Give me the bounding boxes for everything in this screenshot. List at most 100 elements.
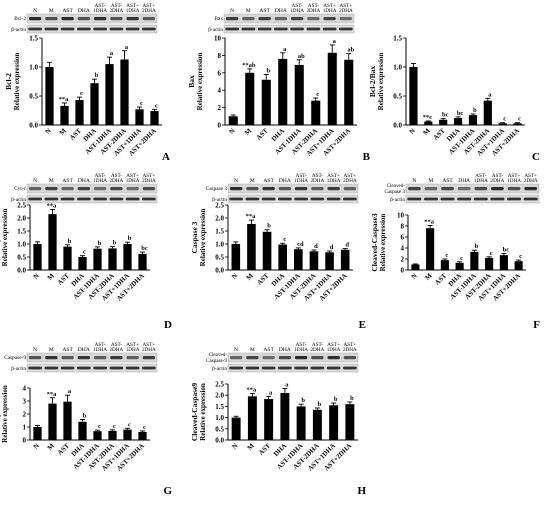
bar (325, 252, 334, 270)
bar (468, 115, 478, 125)
bar (45, 67, 54, 125)
blot-actin-band (257, 27, 272, 31)
bar (261, 79, 271, 125)
blot-strip: N M AST DHAAST-1DHAAST-2DHAAST+1DHAAST+2DHA… (384, 173, 540, 204)
x-tick-label: AST (255, 127, 270, 142)
blot-header-label: 2DHA (343, 178, 357, 184)
blot-band-box (26, 352, 158, 363)
blot-band (28, 356, 42, 360)
blot-actin-band (142, 197, 156, 201)
bar (344, 59, 354, 125)
bar (280, 392, 290, 440)
blot-actin-label: β-actin (11, 27, 26, 33)
blot-actin-band (490, 197, 505, 201)
blot-header-label: 1DHA (323, 8, 337, 14)
panel-letter: A (162, 151, 170, 163)
significance-label: a (488, 91, 492, 98)
y-tick-label: 4 (401, 245, 405, 253)
blot-actin-band (77, 197, 91, 201)
blot-band (45, 356, 58, 360)
significance-label: a (125, 44, 129, 51)
blot-band (229, 356, 243, 360)
blot-actin-band (109, 366, 124, 370)
blot-actin-band (44, 366, 59, 370)
blot-header-label: AST- (111, 173, 122, 179)
bar (262, 231, 272, 270)
blot-actin-box (26, 24, 158, 34)
significance-label: b (475, 243, 479, 250)
blot-header-label: 1DHA (327, 347, 341, 353)
bar (439, 119, 448, 125)
significance-label: ab (347, 47, 354, 54)
blot-band-box (223, 13, 355, 24)
blot-actin-box (223, 24, 355, 34)
bar (138, 431, 147, 440)
bar (247, 396, 257, 440)
blot-actin-band (274, 27, 288, 31)
x-tick-label: AST (256, 272, 271, 287)
bar (48, 214, 57, 270)
bar (513, 123, 522, 125)
bar (93, 248, 102, 270)
blot-actin-band (423, 197, 438, 201)
y-tick-label: 1.5 (215, 228, 224, 236)
blot-actin-label: β-actin (208, 27, 223, 33)
blot-actin-band (109, 27, 124, 31)
x-tick-label: AST (434, 272, 449, 287)
significance-label: a (333, 38, 337, 45)
blot-header-label: 2DHA (343, 347, 357, 353)
blot-header-label: N (33, 178, 37, 184)
blot-actin-band (77, 27, 91, 31)
bar-chart: 0 2 4 6 8 10 Relative expressionCleaved-Caspas… (370, 212, 526, 303)
significance-label: c (519, 253, 522, 260)
significance-label: **ab (242, 62, 256, 69)
x-tick-label: N (231, 442, 239, 450)
bar-chart: 0.0 0.5 1.0 1.5 2.0 2.5 Relative expressionCyt… (0, 202, 150, 303)
y-tick-label: 4 (23, 385, 27, 393)
x-tick-label: M (244, 127, 254, 137)
significance-label: bc (457, 110, 464, 117)
blot-band (524, 187, 538, 191)
panel-letter: H (357, 485, 366, 497)
significance-label: a (283, 46, 287, 53)
blot-band (229, 187, 243, 191)
blot-band (457, 187, 471, 191)
y-axis-label: Cleaved-Caspase9 (190, 383, 199, 442)
blot-header-label: AST- (296, 342, 307, 348)
significance-label: d (314, 243, 318, 250)
blot-band (294, 356, 308, 360)
blot-actin-band (278, 366, 292, 370)
significance-label: b (83, 412, 87, 419)
x-tick-label: AST (258, 442, 273, 457)
bar (514, 261, 523, 270)
significance-label: d (345, 241, 349, 248)
blot-actin-band (125, 27, 140, 31)
y-tick-label: 2.0 (17, 215, 26, 223)
panel-f: N M AST DHAAST-1DHAAST-2DHAAST+1DHAAST+2DHA… (370, 173, 540, 331)
significance-label: cd (297, 241, 304, 248)
panel-c: 0.0 0.5 1.0 1.5 Relative expressionBcl-2/Bax… (368, 35, 540, 164)
bar (453, 118, 463, 125)
significance-label: a (110, 50, 114, 57)
y-tick-label: 0.0 (215, 267, 224, 275)
blot-header-label: AST- (312, 342, 323, 348)
panel-h: N M AST DHAAST-1DHAAST-2DHAAST+1DHAAST+2DHA… (190, 342, 366, 497)
panel-g: N M AST DHAAST-1DHAAST-2DHAAST+1DHAAST+2DHA… (0, 342, 172, 497)
y-tick-label: 2.0 (215, 392, 224, 400)
blot-header-label: AST+ (524, 173, 537, 179)
x-tick-label: AST (57, 442, 72, 457)
blot-header-label: DHA (78, 347, 90, 353)
y-axis-label: Caspase9 (0, 399, 1, 429)
blot-band (278, 356, 292, 360)
blot-band (61, 17, 74, 21)
blot-actin-band (306, 27, 321, 31)
y-tick-label: 2.5 (215, 202, 224, 210)
significance-label: d (330, 244, 334, 251)
blot-actin-band (229, 366, 243, 370)
blot-header-label: 1DHA (126, 178, 140, 184)
blot-band (311, 356, 324, 360)
significance-label: **a (424, 218, 435, 225)
blot-band (327, 187, 340, 191)
blot-actin-band (225, 27, 239, 31)
